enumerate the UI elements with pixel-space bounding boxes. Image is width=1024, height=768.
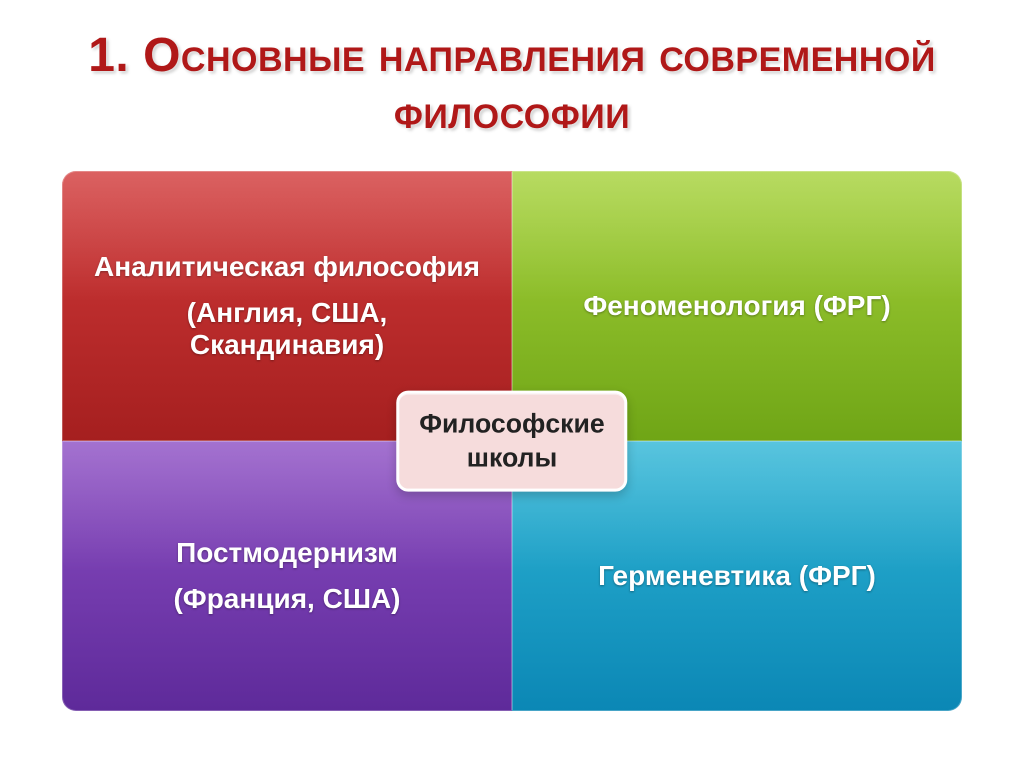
slide: 1. Основные направления современной фило… — [0, 0, 1024, 768]
quadrant-title: Аналитическая философия — [94, 251, 480, 283]
quadrant-subtitle: (Англия, США, Скандинавия) — [86, 297, 488, 361]
quadrant-subtitle: (Франция, США) — [173, 583, 400, 615]
quadrant-title: Постмодернизм — [176, 537, 398, 569]
quadrant-title: Герменевтика (ФРГ) — [598, 560, 876, 592]
matrix-diagram: Аналитическая философия (Англия, США, Ск… — [62, 171, 962, 711]
slide-title: 1. Основные направления современной фило… — [60, 28, 964, 141]
quadrant-title: Феноменология (ФРГ) — [583, 290, 890, 322]
center-chip: Философские школы — [396, 391, 627, 492]
center-chip-line1: Философские — [419, 408, 604, 441]
center-chip-line2: школы — [419, 441, 604, 474]
